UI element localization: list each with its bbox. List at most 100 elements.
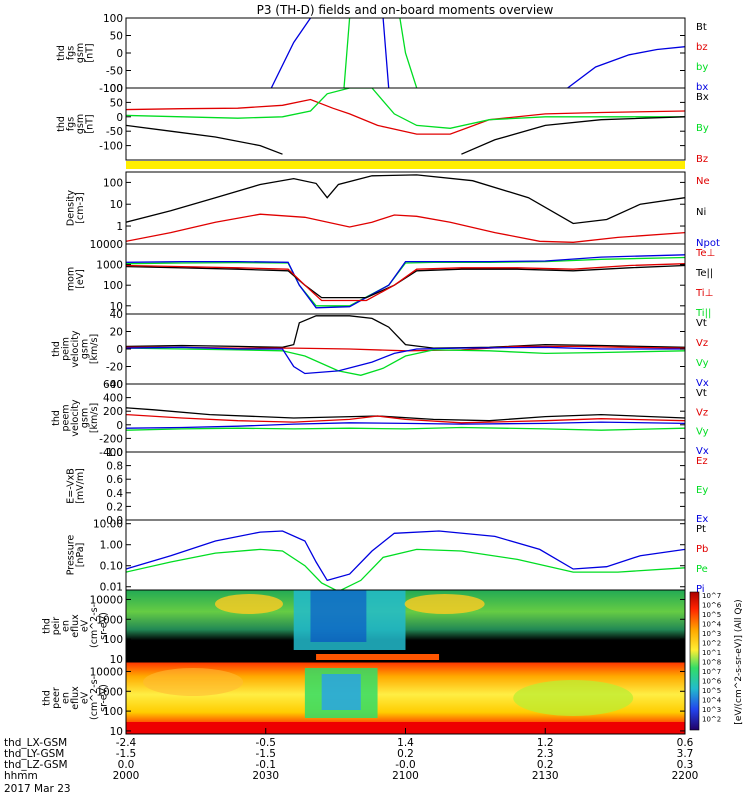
series-pi-line <box>126 530 685 582</box>
legend-vy: Vy <box>696 358 709 369</box>
x-tick-label: 2000 <box>113 770 140 782</box>
colorbar-tick: 10^7 <box>702 592 721 600</box>
panel-frame <box>125 519 686 591</box>
legend-vz: Vz <box>696 407 708 418</box>
series-bx-line <box>270 18 312 88</box>
x-tick-label: 3.7 <box>677 748 694 760</box>
x-tick-label: 1.4 <box>397 737 414 749</box>
y-tick-label: 0.6 <box>106 474 123 486</box>
x-tick-label: 2100 <box>392 770 419 782</box>
y-tick-label: -400 <box>99 447 123 459</box>
y-tick-label: 10 <box>110 654 123 666</box>
x-tick-label: 0.2 <box>537 759 554 771</box>
y-tick-label: 0 <box>116 420 123 432</box>
legend-vy: Vy <box>696 427 709 438</box>
x-tick-label: 2.3 <box>537 748 554 760</box>
series-ti||-line <box>126 256 685 307</box>
legend-bx: Bx <box>696 92 709 103</box>
colorbar-tick: 10^3 <box>702 706 721 714</box>
heatmap-region <box>404 594 485 614</box>
y-tick-label: 1.00 <box>100 540 123 552</box>
y-tick-label: 100 <box>103 177 123 189</box>
colorbar-tick: 10^3 <box>702 630 721 638</box>
y-axis-label: E=-VxB <box>65 468 76 503</box>
x-tick-label: 2200 <box>672 770 699 782</box>
series-ni-line <box>126 174 685 225</box>
y-tick-label: 1.0 <box>106 447 123 459</box>
y-tick-label: 100 <box>103 13 123 25</box>
y-tick-label: -100 <box>99 141 123 153</box>
y-axis-label: (cm^2-s- <box>89 604 100 648</box>
colorbar-tick: 10^8 <box>702 659 721 667</box>
y-axis-label: gsm <box>75 114 86 134</box>
colorbar-tick: 10^4 <box>702 621 722 629</box>
y-axis-label: Pressure <box>65 535 76 576</box>
legend-pi: Pi <box>696 584 705 595</box>
panel-density: 100 10 1 Density[cm-3] Ne Ni Npot <box>65 171 720 249</box>
panel-pressure: 10.00 1.00 0.10 0.01 Pressure[nPa] Pt Pb Pe Pi <box>65 519 708 595</box>
series-te||-line <box>126 264 685 299</box>
colorbar-tick: 10^6 <box>702 602 722 610</box>
x-tick-label: -0.5 <box>256 737 277 749</box>
y-tick-label: 10.00 <box>93 519 123 531</box>
y-axis-label: [eV] <box>75 269 86 289</box>
x-tick-label: 0.0 <box>118 759 135 771</box>
legend-bz: Bz <box>696 154 708 165</box>
x-tick-label: -2.4 <box>116 737 137 749</box>
y-axis-label: gsm <box>80 408 91 428</box>
x-tick-label: -0.0 <box>395 759 416 771</box>
colorbar-tick: 10^1 <box>702 649 721 657</box>
y-tick-label: 50 <box>110 31 123 43</box>
series-vx-line <box>126 421 685 429</box>
panel-frame <box>125 87 686 161</box>
heatmap-region <box>143 668 244 696</box>
y-tick-label: 1000 <box>96 614 123 626</box>
legend-bt: Bt <box>696 22 707 33</box>
heatmap-region <box>316 654 440 660</box>
legend-vt: Vt <box>696 388 707 399</box>
y-tick-label: 50 <box>110 97 123 109</box>
y-axis-label: sr-eV) <box>99 612 110 640</box>
y-axis-label: velocity <box>70 330 81 368</box>
y-tick-label: 10 <box>110 199 123 211</box>
y-axis-label: eV <box>80 619 91 632</box>
x-row-label: thd_LX-GSM <box>4 737 67 749</box>
colorbar-tick: 10^4 <box>702 697 722 705</box>
series-by-line <box>399 18 418 88</box>
y-axis-label: [km/s] <box>89 334 100 364</box>
series-te⊥-line <box>126 263 685 302</box>
y-axis-label: [cm-3] <box>75 192 86 223</box>
y-axis-label: thd <box>42 618 53 634</box>
legend-ti||: Ti|| <box>695 308 711 319</box>
panel-mom_temp: 10000 1000 100 10 mom[eV] Te⊥ Te|| Ti⊥ Ti|| <box>65 239 715 319</box>
y-axis-label: thd <box>51 410 62 426</box>
legend-npot: Npot <box>696 238 720 249</box>
colorbar: 10^710^610^510^410^310^210^110^810^710^6… <box>689 591 744 731</box>
y-axis-label: peer <box>51 687 62 709</box>
colorbar-tick: 10^5 <box>702 687 721 695</box>
legend-vt: Vt <box>696 318 707 329</box>
y-tick-label: 1000 <box>96 260 123 272</box>
series-vt-line <box>126 315 685 349</box>
y-tick-label: 0 <box>116 344 123 356</box>
legend-by: By <box>696 123 709 134</box>
x-row-label: thd_LZ-GSM <box>4 759 68 771</box>
figure-title: P3 (TH-D) fields and on-board moments ov… <box>257 3 554 17</box>
panel-peir: 10000 1000 100 10 thdpeirenefluxeV(cm^2-s-sr… <box>42 589 686 666</box>
x-tick-label: 0.3 <box>677 759 694 771</box>
panel-frame <box>125 171 686 245</box>
colorbar-tick: 10^7 <box>702 668 721 676</box>
y-tick-label: 100 <box>103 706 123 718</box>
y-axis-label: gsm <box>75 43 86 63</box>
legend-te||: Te|| <box>695 268 713 279</box>
y-tick-label: 1 <box>116 221 123 233</box>
series-vt-line <box>126 407 685 422</box>
y-tick-label: 100 <box>103 280 123 292</box>
legend-ni: Ni <box>696 207 706 218</box>
panel-efield: 1.0 0.80.6 0.40.2 0.0 E=-VxB[mV/m] Ez Ey Ex <box>65 447 708 527</box>
x-row-label: hhmm <box>4 770 38 782</box>
y-axis-label: [km/s] <box>89 403 100 433</box>
panel-frame <box>125 243 686 315</box>
heatmap-region <box>310 590 367 642</box>
